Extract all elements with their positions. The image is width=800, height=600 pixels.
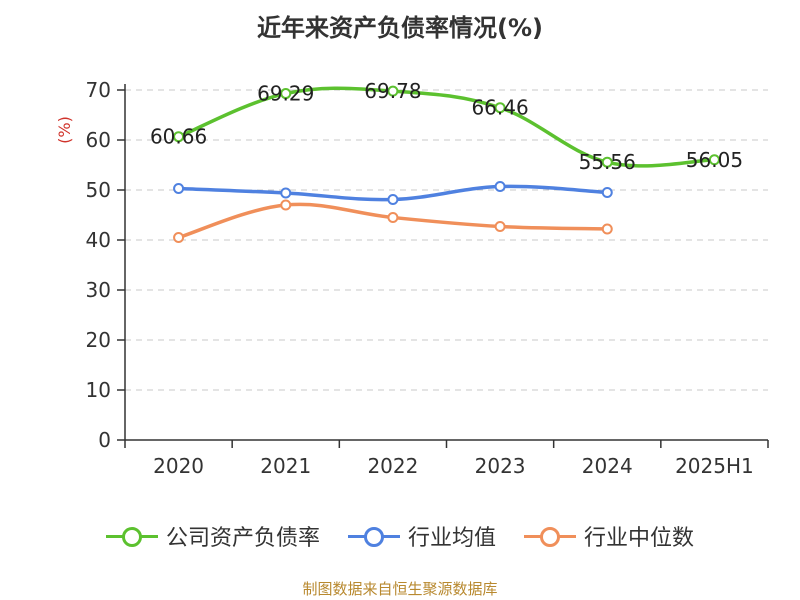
x-tick-label: 2024 [582,454,633,478]
y-tick-label: 40 [86,228,111,252]
y-tick-label: 10 [86,378,111,402]
data-point [601,187,613,198]
legend-marker-icon [347,526,400,547]
x-tick-label: 2022 [367,454,418,478]
data-point [708,154,720,166]
data-label: 55.56 [579,150,636,174]
x-tick-label: 2023 [475,454,526,478]
data-point [387,85,399,97]
legend-label: 行业中位数 [584,526,695,551]
legend-label: 行业均值 [407,526,496,551]
data-point [387,194,399,205]
chart-legend: 公司资产负债率 行业均值 行业中位数 [0,520,800,552]
data-point [173,183,185,194]
data-label: 56.05 [686,148,743,172]
data-point [494,221,506,232]
x-tick-label: 2021 [260,454,311,478]
data-label: 60.66 [150,125,207,149]
data-point [173,131,185,143]
data-label: 66.46 [471,96,528,120]
data-point [387,212,399,223]
data-point [173,232,185,243]
data-label: 69.78 [364,79,421,103]
data-point [280,88,292,100]
data-point [280,199,292,211]
x-tick-label: 2020 [153,454,204,478]
legend-label: 公司资产负债率 [165,526,320,551]
y-axis-label: (%) [55,116,74,144]
legend-marker-icon [524,526,576,547]
source-note: 制图数据来自恒生聚源数据库 [302,580,498,598]
data-label: 69.29 [257,82,314,106]
y-tick-label: 20 [86,328,111,352]
legend-marker-icon [105,526,158,547]
data-point [601,223,613,235]
legend-item[interactable]: 行业均值 [347,520,496,552]
legend-item[interactable]: 公司资产负债率 [105,520,320,552]
chart-title: 近年来资产负债率情况(%) [257,14,543,42]
x-tick-label: 2025H1 [675,454,754,478]
y-tick-label: 70 [86,78,111,102]
y-tick-label: 30 [86,278,111,302]
data-point [494,102,506,114]
data-point [494,181,506,192]
series-line [176,86,717,168]
y-tick-label: 50 [86,178,111,202]
legend-item[interactable]: 行业中位数 [524,520,694,552]
data-point [280,187,292,199]
data-point [601,156,613,168]
y-tick-label: 60 [86,128,111,152]
y-tick-label: 0 [98,428,111,452]
